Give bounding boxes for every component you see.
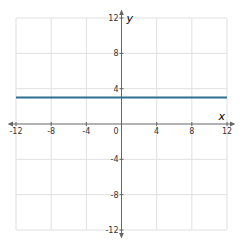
- chart-container: -12 -8 -4 0 4 8 12 -12 -8 -4 4 8 12 x y: [0, 0, 243, 248]
- grid-line-x: [86, 18, 87, 230]
- y-tick: [120, 230, 124, 231]
- x-tick: [86, 122, 87, 126]
- grid-line-x: [227, 18, 228, 230]
- y-tick-label: 12: [108, 14, 118, 23]
- y-tick-label: 8: [113, 49, 118, 58]
- y-axis: [121, 12, 122, 236]
- grid-line-x: [191, 18, 192, 230]
- grid-line-y: [16, 18, 227, 19]
- x-tick: [156, 122, 157, 126]
- grid-line-y: [16, 53, 227, 54]
- x-tick: [227, 122, 228, 126]
- grid-line-y: [16, 159, 227, 160]
- y-axis-label: y: [126, 12, 134, 25]
- y-tick: [120, 159, 124, 160]
- x-axis-label: x: [217, 110, 225, 123]
- grid-line-x: [16, 18, 17, 230]
- plot-area: [16, 97, 227, 98]
- grid-line-x: [51, 18, 52, 230]
- grid-line-y: [16, 230, 227, 231]
- y-tick-label: -8: [111, 191, 119, 200]
- y-tick-label: -4: [111, 155, 119, 164]
- grid-line-y: [16, 194, 227, 195]
- chart: -12 -8 -4 0 4 8 12 -12 -8 -4 4 8 12 x y: [0, 0, 243, 248]
- x-tick-label: 4: [154, 127, 159, 136]
- axes: -12 -8 -4 0 4 8 12 -12 -8 -4 4 8 12: [9, 12, 233, 236]
- y-tick: [120, 53, 124, 54]
- y-tick: [120, 194, 124, 195]
- grid-line-y: [16, 88, 227, 89]
- x-tick-label: 12: [222, 127, 232, 136]
- grid-line-x: [156, 18, 157, 230]
- y-tick: [120, 88, 124, 89]
- y-tick-label: -12: [105, 226, 118, 235]
- x-tick-label: 8: [189, 127, 194, 136]
- x-tick: [51, 122, 52, 126]
- x-tick: [191, 122, 192, 126]
- x-tick-label: -4: [82, 127, 90, 136]
- x-tick: [121, 122, 122, 126]
- data-line: [16, 97, 227, 99]
- x-tick-label: -8: [47, 127, 55, 136]
- x-tick-label: -12: [9, 127, 22, 136]
- y-tick-label: 4: [113, 85, 118, 94]
- y-tick: [120, 18, 124, 19]
- x-tick-label: 0: [113, 127, 118, 136]
- x-tick: [16, 122, 17, 126]
